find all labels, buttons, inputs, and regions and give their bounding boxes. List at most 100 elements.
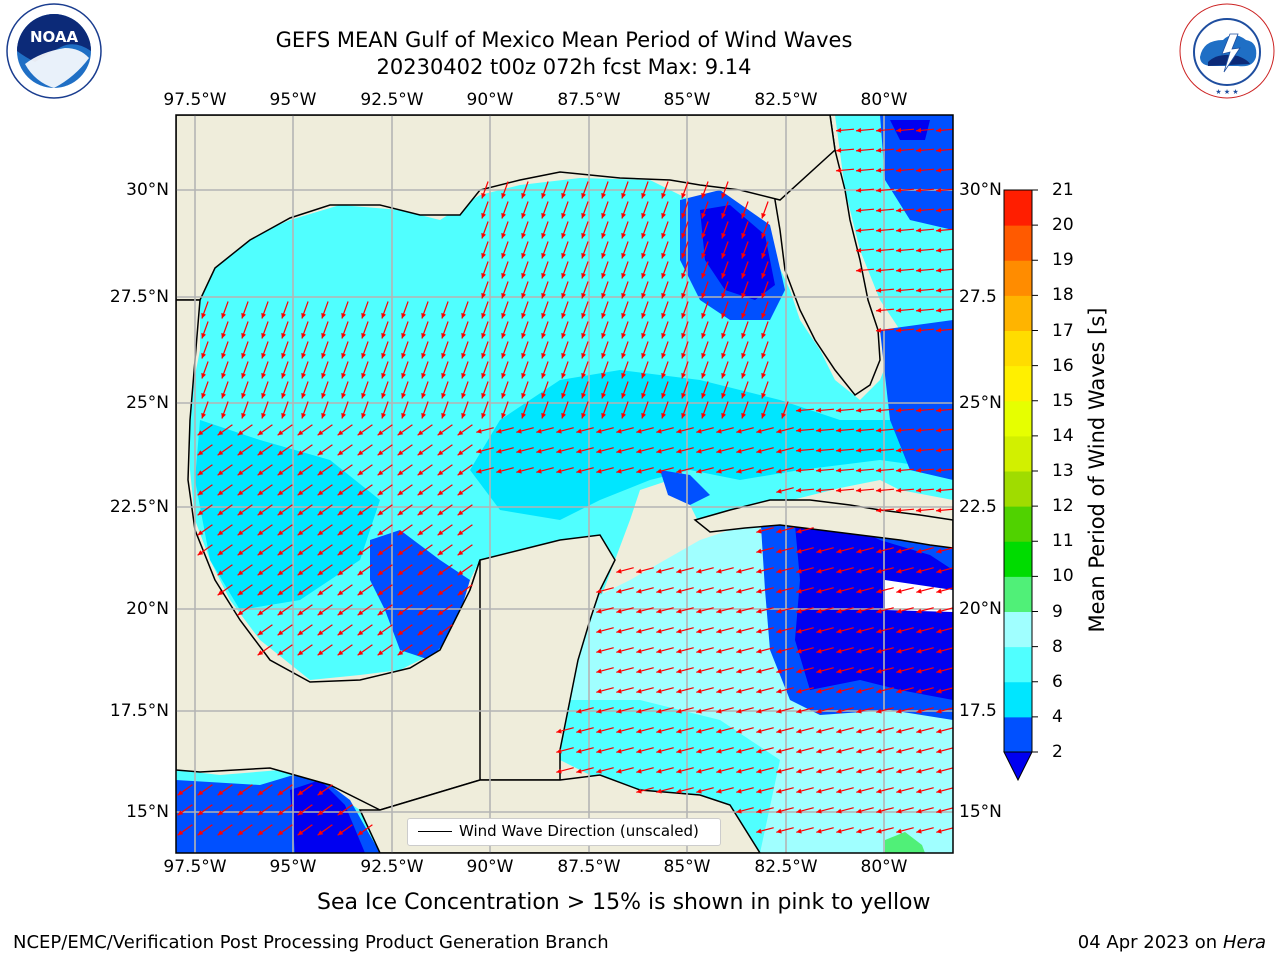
wave-direction-arrowhead: [397, 430, 404, 436]
wave-direction-arrowhead: [561, 352, 566, 359]
wave-direction-arrowhead: [341, 352, 346, 359]
wave-direction-arrowhead: [736, 468, 742, 474]
wave-direction-arrowhead: [521, 352, 526, 359]
wave-direction-arrowhead: [761, 412, 766, 419]
wave-direction-arrowhead: [441, 392, 446, 399]
wave-direction-arrowhead: [741, 392, 746, 399]
period-2-4-zone: [660, 470, 710, 505]
wave-direction-arrowhead: [357, 450, 364, 456]
wave-direction-arrowhead: [521, 232, 526, 239]
wave-direction-arrowhead: [876, 447, 882, 453]
wave-direction-arrowhead: [916, 427, 922, 433]
lat-label-left: 27.5°N: [109, 287, 169, 307]
wave-direction-arrowhead: [816, 728, 822, 734]
wave-direction-arrowhead: [856, 668, 862, 674]
wave-direction-arrowhead: [197, 530, 204, 536]
wave-direction-arrowhead: [776, 748, 782, 754]
wave-direction-arrowhead: [481, 392, 486, 399]
wave-direction-arrowhead: [217, 530, 224, 536]
wave-direction-arrowhead: [876, 708, 882, 714]
wave-direction-arrowhead: [417, 570, 424, 576]
wave-direction-arrowhead: [761, 332, 766, 339]
wave-direction-arrowhead: [721, 252, 726, 259]
wave-direction-arrowhead: [616, 708, 622, 714]
wave-direction-arrowhead: [936, 548, 942, 554]
wave-direction-arrowhead: [856, 748, 862, 754]
wave-direction-arrowhead: [776, 648, 782, 654]
wave-direction-arrowhead: [736, 668, 742, 674]
wave-direction-arrowhead: [736, 628, 742, 634]
wave-direction-arrowhead: [341, 312, 346, 319]
wave-direction-arrowhead: [936, 708, 942, 714]
wave-direction-arrowhead: [501, 252, 506, 259]
wave-direction-arrowhead: [501, 412, 506, 419]
wave-direction-arrowhead: [461, 312, 466, 319]
wave-direction-arrowhead: [736, 648, 742, 654]
wave-direction-arrowhead: [317, 430, 324, 436]
wave-direction-arrowhead: [636, 608, 642, 614]
wave-direction-arrowhead: [716, 628, 722, 634]
wave-direction-arrowhead: [576, 448, 582, 454]
wave-direction-arrowhead: [401, 412, 406, 419]
wave-direction-arrowhead: [401, 392, 406, 399]
wave-direction-arrowhead: [736, 688, 742, 694]
gulf-central: [470, 370, 953, 520]
wave-direction-arrowhead: [876, 127, 882, 133]
lon-label-top: 90°W: [466, 90, 514, 110]
wave-direction-arrowhead: [836, 548, 842, 554]
wave-direction-arrowhead: [796, 528, 802, 534]
wave-direction-arrowhead: [581, 312, 586, 319]
colorbar-tick-label: 8: [1052, 636, 1063, 657]
wave-direction-arrowhead: [876, 828, 882, 834]
wave-direction-arrowhead: [656, 728, 662, 734]
wave-direction-arrowhead: [281, 412, 286, 419]
wave-direction-arrowhead: [281, 372, 286, 379]
wave-direction-arrowhead: [201, 312, 206, 319]
wave-direction-arrowhead: [936, 788, 942, 794]
colorbar-title: Mean Period of Wind Waves [s]: [1085, 307, 1109, 633]
wave-direction-arrowhead: [896, 187, 902, 193]
wave-direction-arrowhead: [696, 588, 702, 594]
wave-direction-arrowhead: [896, 608, 902, 614]
period-9-10-zone: [885, 832, 925, 853]
wave-direction-arrowhead: [337, 810, 344, 816]
wave-direction-arrowhead: [197, 490, 204, 496]
gulf-west: [195, 420, 380, 610]
wave-direction-arrowhead: [661, 272, 666, 279]
wave-direction-arrowhead: [796, 487, 802, 493]
wave-direction-arrowhead: [636, 428, 642, 434]
wave-direction-arrowhead: [641, 292, 646, 299]
wave-direction-arrowhead: [421, 312, 426, 319]
wave-direction-arrowhead: [616, 668, 622, 674]
wave-direction-arrowhead: [896, 487, 902, 493]
wave-direction-arrowhead: [621, 352, 626, 359]
wave-direction-arrowhead: [437, 590, 444, 596]
wave-direction-arrowhead: [377, 470, 384, 476]
wave-direction-arrowhead: [776, 468, 782, 474]
wave-direction-arrowhead: [721, 272, 726, 279]
wave-direction-arrowhead: [437, 550, 444, 556]
nws-logo: ★ ★ ★: [1179, 3, 1275, 99]
wave-direction-arrowhead: [237, 790, 244, 796]
wave-direction-arrowhead: [776, 548, 782, 554]
wave-direction-arrowhead: [636, 728, 642, 734]
wave-direction-arrowhead: [701, 232, 706, 239]
wave-direction-arrowhead: [421, 412, 426, 419]
wave-direction-arrowhead: [217, 790, 224, 796]
wave-direction-arrowhead: [521, 372, 526, 379]
wave-direction-arrowhead: [397, 450, 404, 456]
wave-direction-arrowhead: [676, 708, 682, 714]
wave-direction-arrowhead: [341, 332, 346, 339]
colorbar-segment: [1004, 260, 1032, 296]
wave-direction-arrowhead: [556, 768, 562, 774]
wave-direction-arrowhead: [317, 530, 324, 536]
lon-label-bottom: 82.5°W: [754, 857, 818, 877]
wave-direction-arrowhead: [636, 448, 642, 454]
wave-direction-arrowhead: [676, 428, 682, 434]
wave-direction-arrowhead: [201, 352, 206, 359]
wave-direction-arrowhead: [596, 648, 602, 654]
wave-direction-arrowhead: [896, 467, 902, 473]
lon-label-top: 82.5°W: [754, 90, 818, 110]
wave-direction-arrowhead: [596, 748, 602, 754]
wave-direction-arrowhead: [381, 412, 386, 419]
